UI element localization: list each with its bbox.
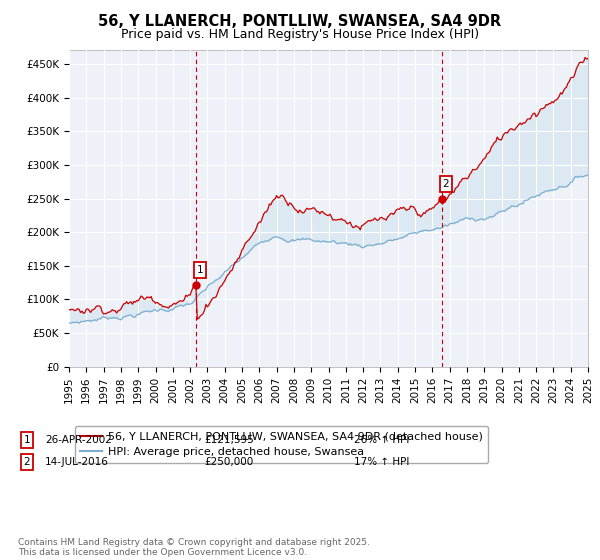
Text: 56, Y LLANERCH, PONTLLIW, SWANSEA, SA4 9DR: 56, Y LLANERCH, PONTLLIW, SWANSEA, SA4 9… (98, 14, 502, 29)
Text: 17% ↑ HPI: 17% ↑ HPI (354, 457, 409, 467)
Text: Contains HM Land Registry data © Crown copyright and database right 2025.
This d: Contains HM Land Registry data © Crown c… (18, 538, 370, 557)
Text: Price paid vs. HM Land Registry's House Price Index (HPI): Price paid vs. HM Land Registry's House … (121, 28, 479, 41)
Legend: 56, Y LLANERCH, PONTLLIW, SWANSEA, SA4 9DR (detached house), HPI: Average price,: 56, Y LLANERCH, PONTLLIW, SWANSEA, SA4 9… (74, 426, 488, 463)
Text: 26-APR-2002: 26-APR-2002 (45, 435, 112, 445)
Text: 1: 1 (197, 265, 203, 275)
Text: £121,595: £121,595 (204, 435, 254, 445)
Text: 1: 1 (23, 435, 31, 445)
Text: £250,000: £250,000 (204, 457, 253, 467)
Text: 14-JUL-2016: 14-JUL-2016 (45, 457, 109, 467)
Text: 2: 2 (443, 179, 449, 189)
Text: 26% ↑ HPI: 26% ↑ HPI (354, 435, 409, 445)
Text: 2: 2 (23, 457, 31, 467)
